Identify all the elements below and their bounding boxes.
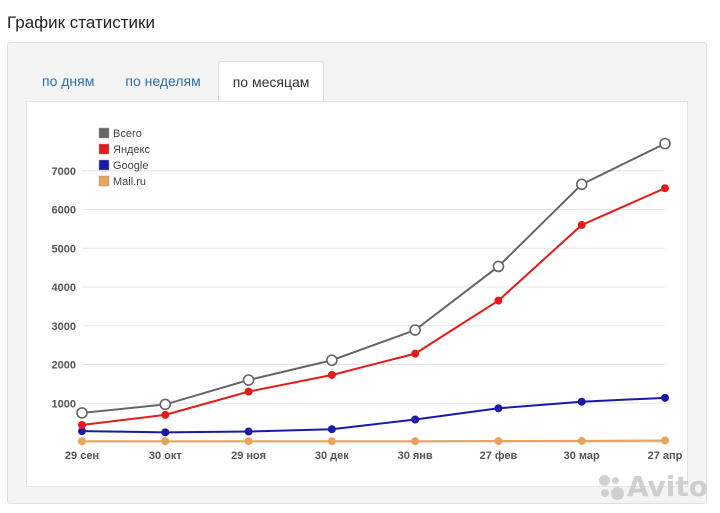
y-tick-label-5000: 5000 xyxy=(52,243,76,255)
period-tabs: по дням по неделям по месяцам xyxy=(28,61,327,102)
data-point-всего-4 xyxy=(409,324,421,336)
data-point-яндекс-6 xyxy=(577,221,586,229)
watermark-text: Avito xyxy=(626,470,708,503)
y-tick-label-2000: 2000 xyxy=(52,360,76,372)
data-point-всего-0 xyxy=(76,407,88,419)
statistics-chart: 1000 2000 3000 4000 5000 6000 7000 29 сен 30 окт… xyxy=(52,127,683,462)
x-tick-label-4: 30 янв xyxy=(398,450,433,462)
data-point-google-5 xyxy=(494,404,503,413)
avito-watermark: Avito xyxy=(598,470,708,503)
legend-label-google: Google xyxy=(113,160,148,172)
data-point-всего-6 xyxy=(575,178,588,191)
data-point-google-6 xyxy=(577,397,586,406)
avito-logo-icon xyxy=(598,475,625,501)
y-tick-label-6000: 6000 xyxy=(52,205,76,217)
y-tick-label-7000: 7000 xyxy=(52,166,76,178)
legend-swatch-всего xyxy=(98,127,110,139)
x-tick-label-3: 30 дек xyxy=(315,450,349,462)
series-line-всего xyxy=(81,142,666,414)
x-tick-label-7: 27 апр xyxy=(648,450,683,462)
x-tick-label-0: 29 сен xyxy=(65,450,99,462)
data-point-google-3 xyxy=(327,425,336,434)
page-title: График статистики xyxy=(7,13,155,32)
data-point-google-2 xyxy=(244,427,253,436)
tab-by-months[interactable]: по месяцам xyxy=(217,61,325,102)
data-point-яндекс-7 xyxy=(661,184,669,193)
x-tick-label-6: 30 мар xyxy=(564,450,600,462)
series-line-яндекс xyxy=(81,187,666,426)
tab-by-days[interactable]: по дням xyxy=(42,73,95,89)
y-tick-label-1000: 1000 xyxy=(52,398,76,410)
series-line-mail-ru xyxy=(82,439,666,443)
x-tick-label-5: 27 фев xyxy=(480,450,518,462)
data-point-mail-ru-1 xyxy=(161,437,170,446)
data-point-google-1 xyxy=(161,428,170,437)
data-point-яндекс-1 xyxy=(161,410,170,419)
x-tick-label-1: 30 окт xyxy=(149,450,183,462)
data-point-google-4 xyxy=(411,415,420,424)
data-point-mail-ru-7 xyxy=(661,436,669,445)
legend-swatch-яндекс xyxy=(98,143,110,155)
legend-label-яндекс: Яндекс xyxy=(113,144,150,156)
data-point-mail-ru-6 xyxy=(577,436,586,445)
series-line-google xyxy=(81,396,666,434)
statistics-panel: по дням по неделям по месяцам 1000 2000 30… xyxy=(7,42,707,504)
data-point-яндекс-4 xyxy=(411,349,420,358)
data-point-яндекс-3 xyxy=(327,370,336,379)
data-point-mail-ru-4 xyxy=(411,437,420,446)
legend-swatch-mail-ru xyxy=(98,175,110,187)
legend-label-mail-ru: Mail.ru xyxy=(113,176,146,188)
data-point-яндекс-5 xyxy=(494,296,503,305)
chart-container: 1000 2000 3000 4000 5000 6000 7000 29 сен 30 окт… xyxy=(26,101,688,487)
data-point-яндекс-2 xyxy=(244,387,253,396)
data-point-всего-1 xyxy=(159,398,172,411)
tab-by-weeks[interactable]: по неделям xyxy=(125,73,201,89)
data-point-всего-7 xyxy=(659,137,671,150)
data-point-google-7 xyxy=(661,393,669,402)
data-point-mail-ru-3 xyxy=(327,437,336,446)
data-point-всего-2 xyxy=(242,374,255,386)
data-point-mail-ru-0 xyxy=(78,437,86,446)
y-tick-label-3000: 3000 xyxy=(52,321,76,333)
data-point-всего-3 xyxy=(326,354,338,367)
data-point-яндекс-0 xyxy=(78,420,86,429)
x-tick-label-2: 29 ноя xyxy=(231,450,266,462)
legend-swatch-google xyxy=(98,159,110,171)
legend-label-всего: Всего xyxy=(113,128,142,140)
data-point-всего-5 xyxy=(492,260,505,273)
y-tick-label-4000: 4000 xyxy=(52,282,76,294)
data-point-mail-ru-5 xyxy=(494,437,503,446)
data-point-mail-ru-2 xyxy=(244,437,253,446)
